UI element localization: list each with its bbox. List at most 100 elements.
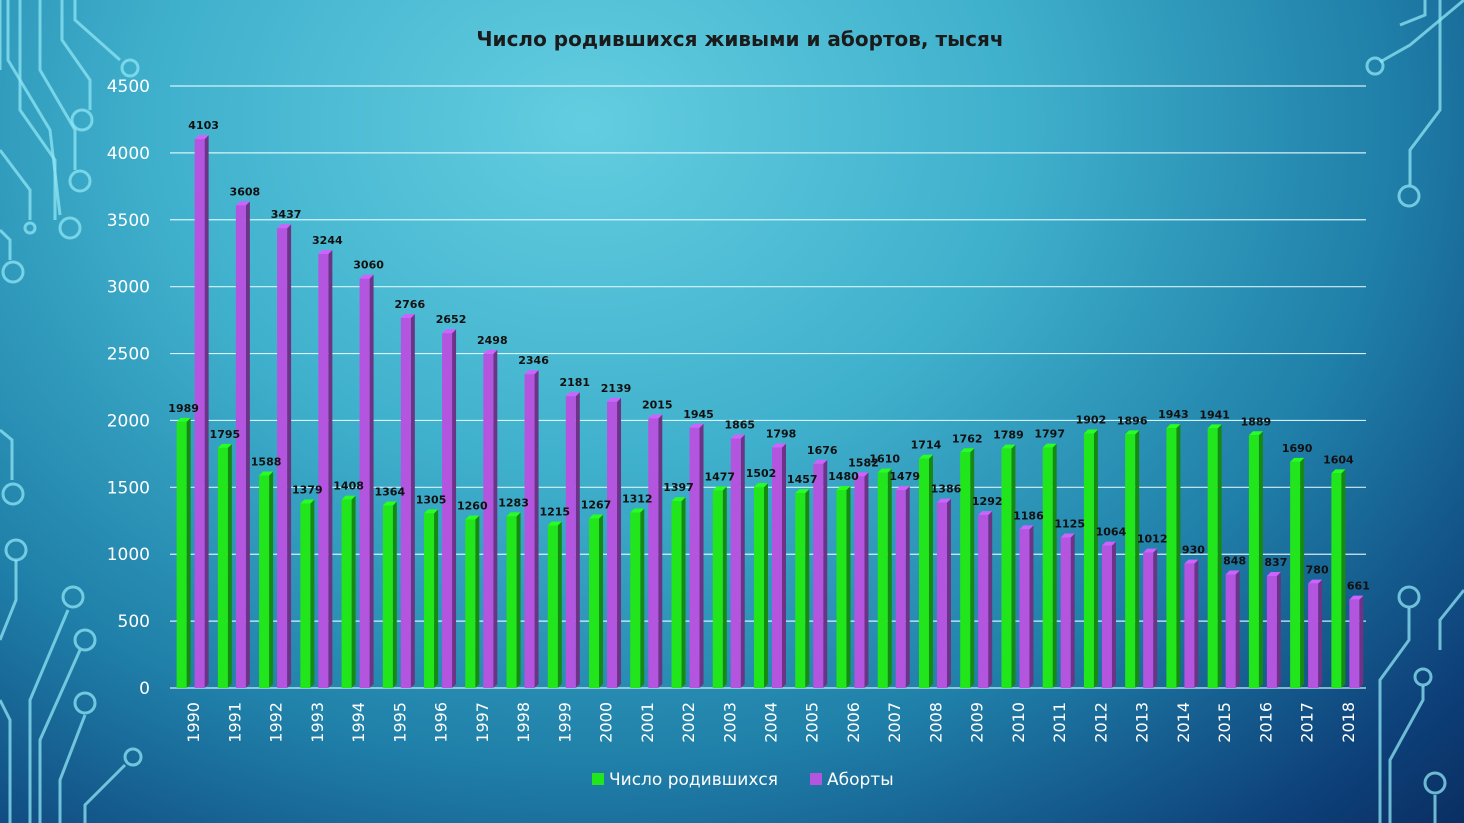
bar-front (712, 490, 723, 688)
bar-abortions-2014 (1184, 559, 1199, 688)
x-tick-label-2015: 2015 (1215, 702, 1234, 743)
data-labels: 1989 4103 1795 3608 1588 3437 1379 3244 1408 3060… (168, 119, 1370, 592)
data-label-births-1995: 1364 (375, 486, 406, 499)
data-label-abortions-2015: 848 (1223, 555, 1246, 568)
bar-births-2012 (1083, 429, 1098, 688)
y-tick-label: 4500 (107, 77, 150, 97)
bar-side (988, 511, 993, 688)
data-label-births-2001: 1312 (622, 492, 653, 505)
x-tick-label-2010: 2010 (1009, 702, 1028, 743)
bar-side (475, 515, 480, 688)
bar-side (204, 135, 209, 689)
data-label-abortions-2006: 1582 (848, 456, 879, 469)
bar-side (328, 250, 333, 688)
bar-abortions-1994 (359, 274, 374, 688)
data-label-abortions-2007: 1479 (889, 470, 920, 483)
x-tick-label-2009: 2009 (968, 702, 987, 743)
bar-side (740, 434, 745, 688)
x-tick-label-1992: 1992 (267, 702, 286, 743)
bar-front (382, 505, 393, 688)
bar-side (1029, 525, 1034, 688)
bar-front (176, 421, 187, 688)
bar-births-1993 (300, 499, 315, 688)
bar-side (928, 454, 933, 688)
bar-front (194, 139, 205, 689)
bar-top (877, 468, 892, 473)
bar-front (630, 512, 641, 688)
data-label-births-2000: 1267 (581, 499, 612, 512)
bar-front (936, 502, 947, 688)
bar-top (176, 417, 191, 422)
data-label-births-2018: 1604 (1323, 453, 1354, 466)
bar-side (1359, 595, 1364, 688)
bar-births-1991 (217, 443, 232, 688)
bar-front (1248, 435, 1259, 688)
bar-front (1225, 574, 1236, 688)
bar-abortions-1990 (194, 135, 209, 689)
bar-front (1060, 537, 1071, 688)
bar-front (895, 490, 906, 688)
data-label-abortions-2003: 1865 (724, 419, 755, 432)
bar-side (1070, 533, 1075, 688)
x-tick-label-2007: 2007 (885, 702, 904, 743)
x-tick-label-2016: 2016 (1256, 702, 1275, 743)
data-label-births-2014: 1943 (1158, 408, 1189, 421)
bar-side (1052, 443, 1057, 688)
bar-side (534, 370, 539, 688)
bar-top (1101, 541, 1116, 546)
bar-top (506, 512, 521, 517)
bar-front (547, 525, 558, 688)
data-label-births-1994: 1408 (333, 480, 364, 493)
bar-side (722, 486, 727, 688)
data-label-abortions-2001: 2015 (642, 398, 673, 411)
bar-side (970, 448, 975, 688)
x-tick-label-2011: 2011 (1050, 702, 1069, 743)
data-label-abortions-1997: 2498 (477, 334, 508, 347)
bar-births-1990 (176, 417, 191, 688)
bar-side (1111, 541, 1116, 688)
data-label-births-1996: 1305 (416, 493, 447, 506)
bar-top (607, 397, 622, 402)
bar-top (547, 521, 562, 526)
legend-label-abortions: Аборты (827, 770, 894, 790)
bar-front (300, 503, 311, 688)
bar-front (1207, 428, 1218, 688)
y-tick-label: 1500 (107, 478, 150, 498)
legend-swatch-abortions (810, 773, 822, 785)
x-tick-label-2014: 2014 (1174, 702, 1193, 743)
bar-front (1331, 473, 1342, 688)
bar-births-2006 (836, 486, 851, 688)
legend-label-births: Число родившихся (609, 770, 778, 790)
bar-births-2013 (1125, 430, 1140, 688)
bar-top (382, 501, 397, 506)
data-label-births-2010: 1789 (993, 429, 1024, 442)
bar-front (689, 427, 700, 688)
bar-front (877, 472, 888, 688)
bar-abortions-2001 (648, 414, 663, 688)
data-label-abortions-1991: 3608 (230, 185, 261, 198)
bar-front (648, 418, 659, 688)
data-label-abortions-2014: 930 (1182, 544, 1205, 557)
bar-front (235, 205, 246, 688)
bar-top (1166, 424, 1181, 429)
data-label-births-2011: 1797 (1034, 428, 1065, 441)
bar-front (1001, 448, 1012, 688)
data-label-abortions-1993: 3244 (312, 234, 343, 247)
bar-top (1248, 431, 1263, 436)
bar-side (310, 499, 315, 688)
bar-births-2008 (918, 454, 933, 688)
bar-front (795, 493, 806, 688)
bar-births-2011 (1042, 443, 1057, 688)
x-tick-label-2002: 2002 (679, 702, 698, 743)
x-tick-label-2001: 2001 (638, 702, 657, 743)
data-label-births-2004: 1502 (746, 467, 777, 480)
bar-births-1995 (382, 501, 397, 688)
bar-births-1997 (465, 515, 480, 688)
y-tick-label: 1000 (107, 545, 150, 565)
bar-side (269, 471, 274, 688)
bar-side (782, 443, 786, 688)
bar-births-2018 (1331, 469, 1346, 688)
bar-top (918, 454, 933, 459)
bar-births-2015 (1207, 424, 1222, 688)
